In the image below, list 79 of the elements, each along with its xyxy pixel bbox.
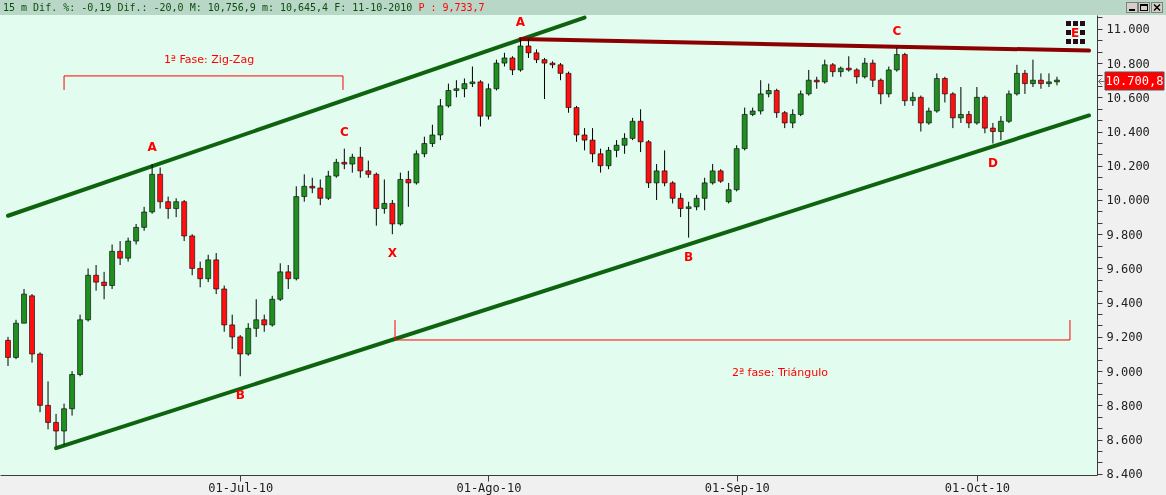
y-tick-label: 9.200 [1106, 330, 1143, 345]
candlestick [253, 298, 260, 338]
candlestick [133, 223, 139, 245]
candlestick [878, 77, 884, 105]
y-tick-label: 8.600 [1106, 433, 1143, 448]
y-tick-label: 9.600 [1106, 261, 1143, 276]
candlestick [998, 115, 1004, 141]
annotation: C [339, 124, 349, 139]
annotation: C [892, 23, 902, 38]
candlestick [173, 197, 179, 218]
candlestick [93, 264, 99, 292]
y-tick-label: 9.400 [1106, 296, 1143, 311]
y-tick-label: 8.800 [1106, 398, 1143, 413]
annotation: D [987, 155, 998, 170]
candlestick [894, 47, 900, 73]
candlestick [797, 89, 804, 117]
candlestick [45, 380, 51, 430]
candlestick [1046, 72, 1052, 88]
y-tick-label: 11.000 [1106, 22, 1150, 37]
candlestick [237, 334, 244, 377]
candlestick [886, 66, 892, 98]
candlestick [805, 69, 812, 97]
candlestick [870, 59, 876, 88]
candlestick [125, 237, 131, 263]
annotation: B [684, 249, 694, 264]
y-tick-label: 10.000 [1106, 193, 1150, 208]
annotation: A [515, 15, 526, 30]
x-tick-label: 01-Jul-10 [208, 480, 274, 495]
candlestick [942, 76, 948, 103]
candlestick [333, 158, 340, 179]
candlestick [285, 264, 292, 290]
candlestick [773, 88, 780, 119]
candlestick [821, 59, 828, 85]
x-tick-label: 01-Ago-10 [456, 480, 522, 495]
candlestick [317, 178, 324, 206]
candlestick [357, 146, 364, 179]
y-tick-label: 10.800 [1106, 56, 1150, 71]
x-tick-label: 01-Oct-10 [944, 480, 1010, 495]
candlestick [1030, 59, 1036, 88]
candlestick [990, 122, 996, 145]
y-tick-label: 9.800 [1106, 227, 1143, 242]
candlestick [141, 206, 147, 232]
candlestick [757, 79, 764, 115]
candlestick [341, 148, 348, 170]
candlestick [958, 86, 964, 124]
candlestick [325, 170, 332, 201]
x-tick-label: 01-Sep-10 [704, 480, 770, 495]
chart-subtitle: P : 9,733,7 [418, 2, 485, 13]
candlestick [117, 240, 123, 266]
annotation: 1ª Fase: Zig-Zag [163, 53, 255, 66]
candlestick [5, 336, 11, 367]
candlestick [229, 314, 236, 350]
candlestick [61, 403, 67, 446]
y-tick-label: 8.400 [1106, 467, 1143, 482]
annotation: A [147, 140, 158, 155]
candlestick [165, 196, 171, 220]
annotation: E [1070, 26, 1080, 41]
y-tick-label: 9.000 [1106, 364, 1143, 379]
candlestick [301, 173, 308, 203]
candlestick [349, 153, 356, 174]
candlestick [861, 57, 868, 79]
y-tick-label: 10.400 [1106, 125, 1150, 140]
annotation: B [235, 388, 245, 403]
y-tick-label: 10.600 [1106, 90, 1150, 105]
candlestick [1014, 64, 1020, 97]
candlestick [205, 254, 211, 283]
annotation: 2ª fase: Triángulo [731, 366, 829, 379]
candlestick [101, 271, 107, 300]
candlestick [725, 182, 732, 204]
candlestick [950, 91, 956, 129]
candlestick [789, 108, 796, 129]
candlestick [1022, 69, 1028, 95]
candlestick [1038, 72, 1044, 90]
text: 10.700,8 [1105, 74, 1164, 88]
candlestick [197, 261, 203, 288]
annotation: X [387, 246, 398, 261]
candlestick [53, 413, 59, 447]
y-tick-label: 10.200 [1106, 159, 1150, 174]
chart-title: 15 m Dif. %: -0,19 Dif.: -20,0 M: 10,756,9 m: 10,645,4 F: 11-10-2010 [3, 2, 413, 13]
